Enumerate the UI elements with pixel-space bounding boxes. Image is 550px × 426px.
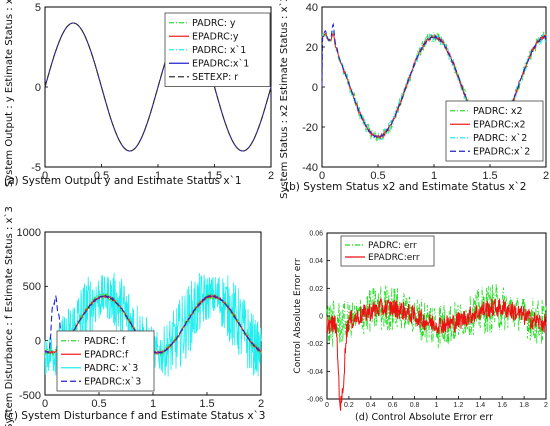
legend-label: EPADRC:x2: [473, 120, 526, 131]
xtick-label: 1.2: [454, 402, 464, 409]
ytick-label: 0.02: [309, 286, 323, 293]
xtick-label: 0: [319, 170, 325, 182]
ytick-label: 0.04: [309, 258, 323, 265]
xtick-label: 0.4: [366, 402, 376, 409]
ytick-label: 0: [312, 82, 318, 94]
panel-b-ticks: -40 -20 0 20 40 0 0.5 1 1.5 2: [302, 2, 549, 182]
series-line-1: [326, 296, 547, 411]
ytick-label: -500: [19, 390, 41, 402]
ytick-label: 0: [35, 336, 41, 348]
xtick-label: 1: [150, 398, 156, 410]
xtick-label: 2: [268, 170, 274, 182]
legend-label: EPADRC:x`1: [192, 59, 249, 70]
panel-b-ylabel: System Status : x2 Estimate Status : x`2: [278, 0, 290, 199]
legend-label: SETEXP: r: [192, 72, 238, 83]
ytick-label: -5: [31, 162, 41, 174]
panel-d-legend: PADRC: err EPADRC:err: [340, 235, 435, 267]
panel-c-caption: (c) System Disturbance f and Estimate St…: [4, 410, 265, 422]
xtick-label: 0: [325, 402, 329, 409]
legend-label: EPADRC:y: [192, 32, 239, 43]
legend-label: PADRC: x`3: [84, 363, 138, 374]
legend-box: [340, 235, 435, 267]
panel-d-ticks: -0.06 -0.04 -0.02 0 0.02 0.04 0.06 0 0.2 0.4 0.6 0.…: [307, 230, 548, 409]
xtick-label: 1.8: [519, 402, 529, 409]
xtick-label: 2: [544, 402, 548, 409]
xtick-label: 2: [543, 170, 549, 182]
series-line-3: [44, 294, 262, 355]
panel-d-ylabel: Control Absolute Error err: [293, 258, 303, 373]
legend-label: PADRC: x`1: [192, 45, 246, 56]
ytick-label: -0.02: [307, 341, 323, 348]
panel-c-ylabel: System Disturbance : f Estimate Status :…: [3, 206, 15, 426]
xtick-label: 0: [42, 398, 48, 410]
xtick-label: 1: [155, 170, 161, 182]
ytick-label: 40: [306, 2, 318, 14]
legend-label: EPADRC:f: [84, 350, 129, 361]
xtick-label: 1.6: [497, 402, 507, 409]
legend-label: EPADRC:x`2: [473, 147, 530, 158]
panel-a-ylabel: System Output : y Estimate Status : x`1: [3, 0, 15, 187]
panel-d: -0.06 -0.04 -0.02 0 0.02 0.04 0.06 0 0.2 0.4 0.6 0.…: [293, 230, 548, 423]
xtick-label: 0.6: [388, 402, 398, 409]
legend-label: PADRC: x`2: [473, 133, 527, 144]
legend-label: PADRC: y: [192, 18, 236, 29]
xtick-label: 0.5: [370, 170, 385, 182]
ytick-label: -0.04: [307, 369, 323, 376]
xtick-label: 1: [431, 170, 437, 182]
xtick-label: 2: [258, 398, 264, 410]
xtick-label: 1: [435, 402, 439, 409]
ytick-label: 20: [306, 42, 318, 54]
panel-a-caption: (a) System Output y and Estimate Status …: [4, 175, 242, 187]
ytick-label: -20: [302, 122, 318, 134]
legend-label: PADRC: f: [84, 336, 126, 347]
ytick-label: 1000: [17, 227, 41, 239]
legend-label: EPADRC:x`3: [84, 377, 141, 388]
ytick-label: 5: [35, 2, 41, 14]
ytick-label: -0.06: [307, 396, 323, 403]
ytick-label: 0: [35, 82, 41, 94]
panel-a-legend: PADRC: y EPADRC:y PADRC: x`1 EPADRC:x`1 SETE…: [164, 12, 271, 87]
xtick-label: 1.5: [199, 398, 214, 410]
panel-c-legend: PADRC: f EPADRC:f PADRC: x`3 EPADRC:x`3: [56, 330, 155, 392]
legend-label: EPADRC:err: [368, 253, 420, 263]
legend-label: PADRC: x2: [473, 106, 523, 117]
panel-a-data-lines: [44, 22, 272, 152]
panel-b-legend: PADRC: x2 EPADRC:x2 PADRC: x`2 EPADRC:x`2: [445, 100, 544, 162]
xtick-label: 1.5: [207, 170, 222, 182]
ytick-label: 0.06: [309, 230, 323, 237]
ytick-label: 500: [23, 281, 41, 293]
xtick-label: 0.2: [344, 402, 354, 409]
xtick-label: 0.5: [91, 398, 106, 410]
panel-d-data-lines: [326, 283, 547, 411]
series-line-0: [326, 283, 547, 349]
panel-b-caption: (b) System Status x2 and Estimate Status…: [285, 181, 526, 193]
xtick-label: 0.8: [410, 402, 420, 409]
xtick-label: 0: [42, 170, 48, 182]
ytick-label: -40: [302, 162, 318, 174]
xtick-label: 0.5: [94, 170, 109, 182]
panel-d-caption: (d) Control Absolute Error err: [355, 412, 493, 423]
series-line-4: [44, 22, 272, 152]
legend-label: PADRC: err: [368, 241, 417, 251]
xtick-label: 1.5: [482, 170, 497, 182]
ytick-label: 0: [319, 313, 323, 320]
xtick-label: 1.4: [475, 402, 485, 409]
panel-b: -40 -20 0 20 40 0 0.5 1 1.5 2 System Status : x2 …: [278, 0, 549, 199]
